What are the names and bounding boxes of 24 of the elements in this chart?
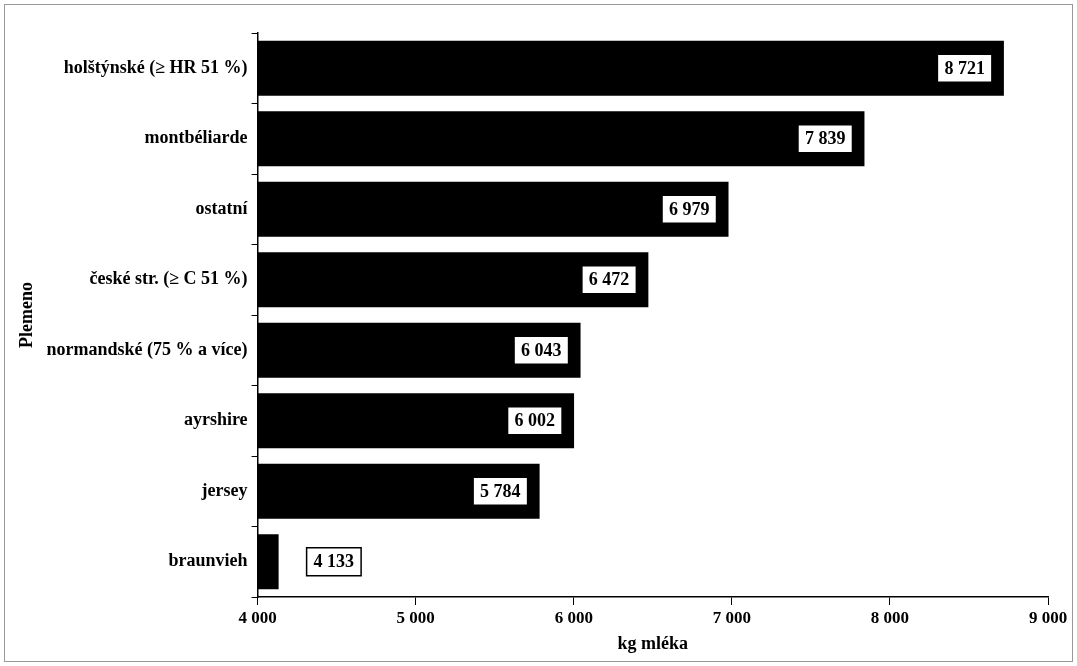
y-tick-label: ostatní [195,197,249,218]
y-tick-label: normandské (75 % a více) [46,338,248,360]
data-label: 6 043 [521,339,562,360]
y-tick-label: ayrshire [183,409,248,430]
y-axis-title: Plemeno [16,282,37,348]
data-label: 8 721 [944,57,985,78]
x-tick-label: 5 000 [396,607,435,627]
data-label: 7 839 [804,128,846,149]
x-tick-label: 6 000 [554,607,593,627]
y-tick-label: jersey [200,479,248,500]
data-label: 5 784 [480,480,521,501]
y-tick-label: montbéliarde [144,127,248,148]
x-tick-label: 4 000 [238,607,277,627]
x-tick-label: 9 000 [1028,607,1068,627]
data-label: 6 979 [669,198,710,219]
data-label: 6 472 [588,269,630,290]
x-tick-label: 7 000 [712,607,751,627]
y-tick-label: braunvieh [168,550,248,571]
x-tick-label: 8 000 [870,607,910,627]
data-label: 6 002 [514,410,556,431]
y-tick-label: české str. (≥ C 51 %) [89,268,248,290]
y-tick-label: holštýnské (≥ HR 51 %) [63,56,248,78]
x-axis-title: kg mléka [617,632,689,653]
data-label: 4 133 [313,551,355,572]
